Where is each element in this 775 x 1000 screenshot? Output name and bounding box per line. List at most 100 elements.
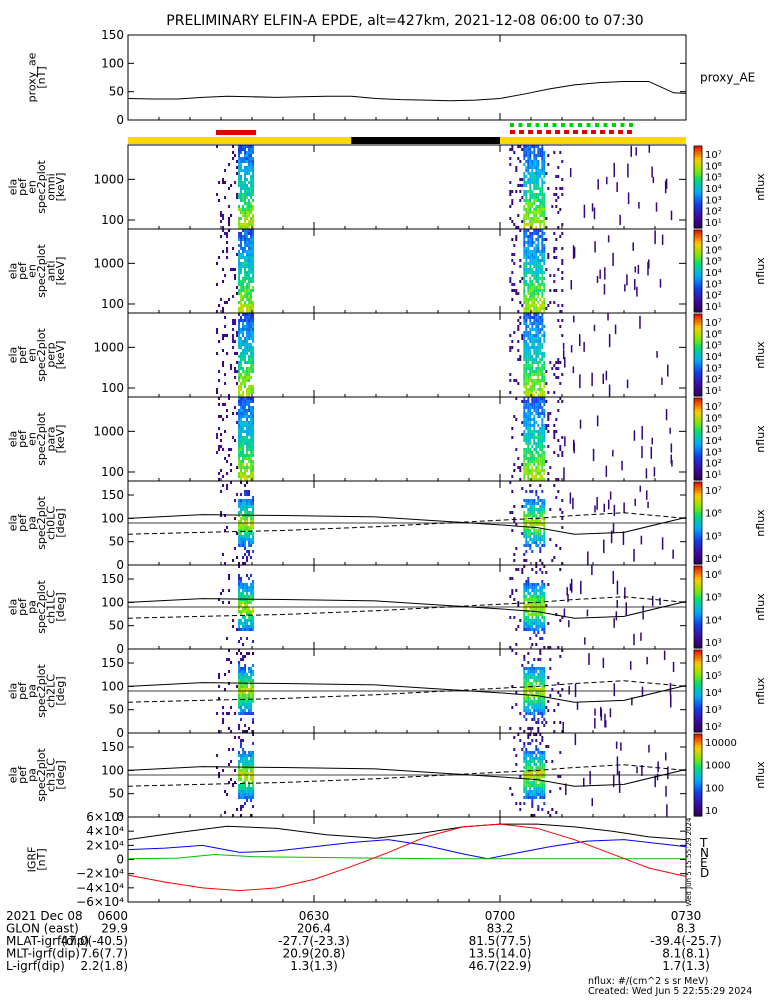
colorbar-cell	[694, 271, 702, 275]
flux-cell	[541, 409, 544, 412]
colorbar-tick-label: 10⁶	[705, 329, 722, 340]
flux-cell	[509, 181, 512, 184]
flux-cell	[533, 751, 536, 754]
flux-cell	[541, 604, 544, 607]
flux-cell	[252, 280, 255, 283]
flux-cell	[246, 343, 249, 346]
flux-cell	[533, 418, 536, 421]
flux-cell	[248, 334, 251, 337]
flux-cell	[519, 619, 522, 622]
flux-cell	[525, 457, 528, 460]
flux-cell	[541, 784, 544, 787]
flux-cell	[641, 425, 643, 440]
flux-cell	[555, 430, 558, 433]
flux-cell	[527, 235, 530, 238]
flux-cell	[238, 457, 241, 460]
flux-cell	[252, 190, 255, 193]
flux-cell	[537, 370, 540, 373]
flux-cell	[240, 448, 243, 451]
flux-cell	[527, 457, 530, 460]
flux-cell	[523, 673, 526, 676]
flux-cell	[545, 604, 548, 607]
flux-cell	[630, 145, 632, 157]
flux-cell	[248, 712, 251, 715]
flux-cell	[248, 607, 251, 610]
flux-cell	[533, 310, 536, 313]
flux-cell	[541, 280, 544, 283]
flux-cell	[240, 280, 243, 283]
flux-cell	[531, 295, 534, 298]
flux-cell	[549, 289, 552, 292]
flux-cell	[557, 703, 560, 706]
flux-cell	[250, 364, 253, 367]
flux-cell	[525, 772, 528, 775]
flux-cell	[523, 178, 526, 181]
flux-cell	[533, 478, 536, 481]
flux-cell	[525, 619, 528, 622]
flux-cell	[531, 346, 534, 349]
flux-cell	[531, 226, 534, 229]
colorbar-tick-label: 10⁶	[705, 509, 722, 520]
flux-cell	[248, 577, 251, 580]
flux-cell	[244, 709, 247, 712]
flux-cell	[533, 538, 536, 541]
flux-cell	[543, 532, 546, 535]
flux-cell	[242, 280, 245, 283]
flux-cell	[250, 436, 253, 439]
flux-cell	[248, 688, 251, 691]
colorbar-cell	[694, 626, 702, 630]
flux-cell	[250, 262, 253, 265]
flux-cell	[525, 790, 528, 793]
flux-cell	[537, 217, 540, 220]
flux-cell	[252, 235, 255, 238]
flux-cell	[244, 313, 247, 316]
flux-cell	[539, 790, 542, 793]
flux-cell	[242, 523, 245, 526]
colorbar-cell	[694, 303, 702, 308]
science-zone-tick	[544, 123, 548, 127]
flux-cell	[523, 241, 526, 244]
flux-cell	[537, 679, 540, 682]
flux-cell	[515, 190, 518, 193]
flux-cell	[529, 289, 532, 292]
flux-cell	[533, 667, 536, 670]
flux-cell	[541, 475, 544, 478]
colorbar-cell	[694, 620, 702, 624]
flux-cell	[547, 163, 550, 166]
flux-cell	[523, 655, 526, 658]
science-zone-tick	[586, 123, 591, 127]
flux-cell	[246, 286, 249, 289]
colorbar-tick-label: 10¹	[705, 386, 722, 397]
flux-cell	[523, 247, 526, 250]
flux-cell	[242, 265, 245, 268]
flux-cell	[531, 160, 534, 163]
flux-cell	[248, 709, 251, 712]
flux-cell	[244, 355, 247, 358]
flux-cell	[646, 656, 648, 665]
flux-cell	[525, 502, 528, 505]
flux-cell	[523, 436, 526, 439]
flux-cell	[539, 538, 542, 541]
colorbar-cell	[694, 335, 702, 340]
flux-cell	[252, 265, 255, 268]
flux-cell	[535, 781, 538, 784]
flux-cell	[543, 379, 546, 382]
flux-cell	[527, 379, 530, 382]
ephemeris-value: 13.5(14.0)	[469, 947, 532, 961]
flux-cell	[533, 160, 536, 163]
flux-cell	[537, 262, 540, 265]
colorbar-tick-label: 10⁷	[705, 318, 722, 329]
flux-cell	[246, 262, 249, 265]
flux-cell	[525, 691, 528, 694]
flux-cell	[529, 613, 532, 616]
flux-cell	[529, 757, 532, 760]
flux-cell	[535, 766, 538, 769]
flux-cell	[535, 409, 538, 412]
flux-cell	[531, 703, 534, 706]
flux-cell	[246, 319, 249, 322]
flux-cell	[529, 637, 532, 640]
flux-cell	[250, 238, 253, 241]
flux-cell	[246, 790, 249, 793]
flux-cell	[248, 442, 251, 445]
colorbar-cell	[694, 498, 702, 502]
